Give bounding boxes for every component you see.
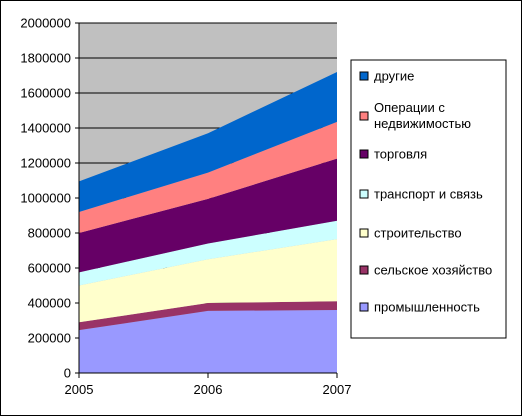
legend-label: другие <box>374 69 414 84</box>
legend-swatch <box>359 71 369 81</box>
y-tick-label: 0 <box>64 366 71 381</box>
legend: другие Операции с недвижимостью торговля тра… <box>350 59 507 339</box>
legend-swatch <box>359 265 369 275</box>
x-tick-label: 2006 <box>194 382 223 397</box>
y-tick-labels: 0 200000 400000 600000 800000 1000000 1200000 1… <box>20 16 71 381</box>
legend-swatch <box>359 189 369 199</box>
y-tick-label: 1400000 <box>20 121 71 136</box>
y-tick-label: 400000 <box>28 296 71 311</box>
area-series-3 <box>79 220 337 286</box>
area-series-0 <box>79 310 337 373</box>
y-tick-label: 600000 <box>28 261 71 276</box>
legend-box <box>350 59 507 339</box>
series-areas <box>79 72 337 373</box>
legend-swatch <box>359 302 369 312</box>
axes <box>75 22 338 378</box>
legend-swatch <box>359 111 369 121</box>
y-tick-label: 2000000 <box>20 16 71 31</box>
legend-label: торговля <box>374 147 427 162</box>
area-series-6 <box>79 72 337 212</box>
y-tick-label: 200000 <box>28 331 71 346</box>
legend-label: транспорт и связь <box>374 187 483 202</box>
y-tick-label: 1200000 <box>20 156 71 171</box>
area-series-4 <box>79 158 337 273</box>
y-tick-label: 1800000 <box>20 51 71 66</box>
y-tick-label: 1000000 <box>20 191 71 206</box>
legend-swatch <box>359 149 369 159</box>
x-tick-label: 2007 <box>323 382 352 397</box>
y-tick-label: 800000 <box>28 226 71 241</box>
legend-label: строительство <box>374 226 462 241</box>
legend-label: сельское хозяйство <box>374 263 492 278</box>
legend-label: Операции с недвижимостью <box>374 100 471 131</box>
y-tick-label: 1600000 <box>20 86 71 101</box>
x-tick-labels: 2005 2006 2007 <box>65 382 352 397</box>
legend-label: промышленность <box>374 300 480 315</box>
area-series-5 <box>79 121 337 233</box>
area-series-1 <box>79 301 337 331</box>
legend-swatch <box>359 228 369 238</box>
x-tick-label: 2005 <box>65 382 94 397</box>
area-series-2 <box>79 239 337 323</box>
